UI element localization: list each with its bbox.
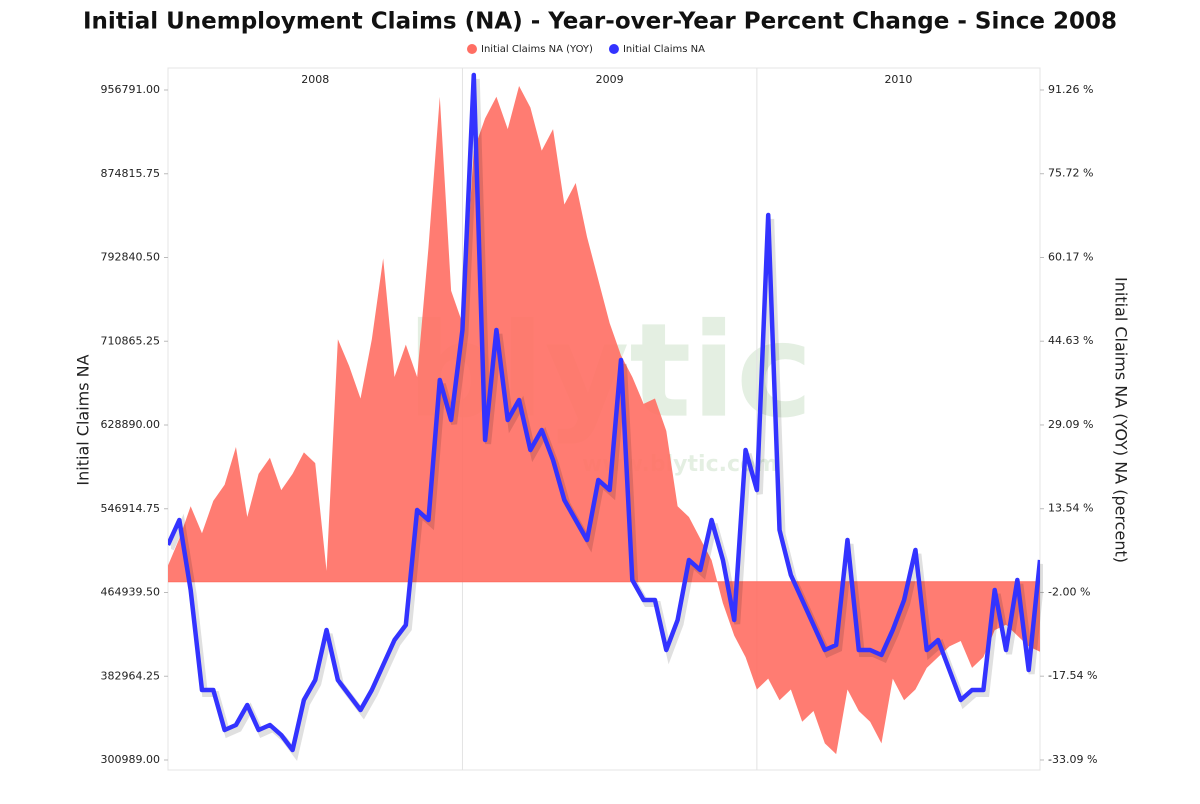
y-tick-label: 300989.00	[101, 753, 161, 766]
x-tick-label: 2010	[884, 73, 912, 86]
y2-tick-label: -17.54 %	[1048, 669, 1097, 682]
y-tick-label: 874815.75	[101, 167, 161, 180]
legend-label: Initial Claims NA (YOY)	[481, 44, 593, 55]
y-tick-label: 628890.00	[101, 418, 161, 431]
y-tick-label: 546914.75	[101, 502, 161, 515]
y2-tick-label: 91.26 %	[1048, 83, 1093, 96]
x-tick-label: 2009	[596, 73, 624, 86]
y-tick-label: 710865.25	[101, 334, 161, 347]
legend-marker	[608, 44, 619, 54]
y-tick-label: 464939.50	[101, 586, 161, 599]
y-tick-label: 956791.00	[101, 83, 161, 96]
y2-tick-label: -2.00 %	[1048, 585, 1090, 598]
y2-tick-label: 75.72 %	[1048, 167, 1093, 180]
x-tick-label: 2008	[301, 73, 329, 86]
area	[168, 85, 1040, 755]
y2-axis-title: Initial Claims NA (YOY) NA (percent)	[1112, 277, 1131, 563]
legend-marker	[467, 44, 477, 54]
line	[168, 72, 1040, 753]
y2-tick-label: 60.17 %	[1048, 250, 1093, 263]
y-axis-title: Initial Claims NA	[74, 354, 93, 485]
y-tick-label: 792840.50	[101, 251, 161, 264]
y2-tick-label: 13.54 %	[1048, 502, 1093, 515]
chart-title: Initial Unemployment Claims (NA) - Year-…	[83, 9, 1117, 35]
y2-tick-label: -33.09 %	[1048, 753, 1097, 766]
y-tick-label: 382964.25	[101, 669, 161, 682]
y2-tick-label: 44.63 %	[1048, 334, 1093, 347]
legend-label: Initial Claims NA	[623, 44, 705, 55]
legend: Initial Claims NA (YOY) Initial Claims NA	[467, 44, 705, 55]
y2-tick-label: 29.09 %	[1048, 418, 1093, 431]
